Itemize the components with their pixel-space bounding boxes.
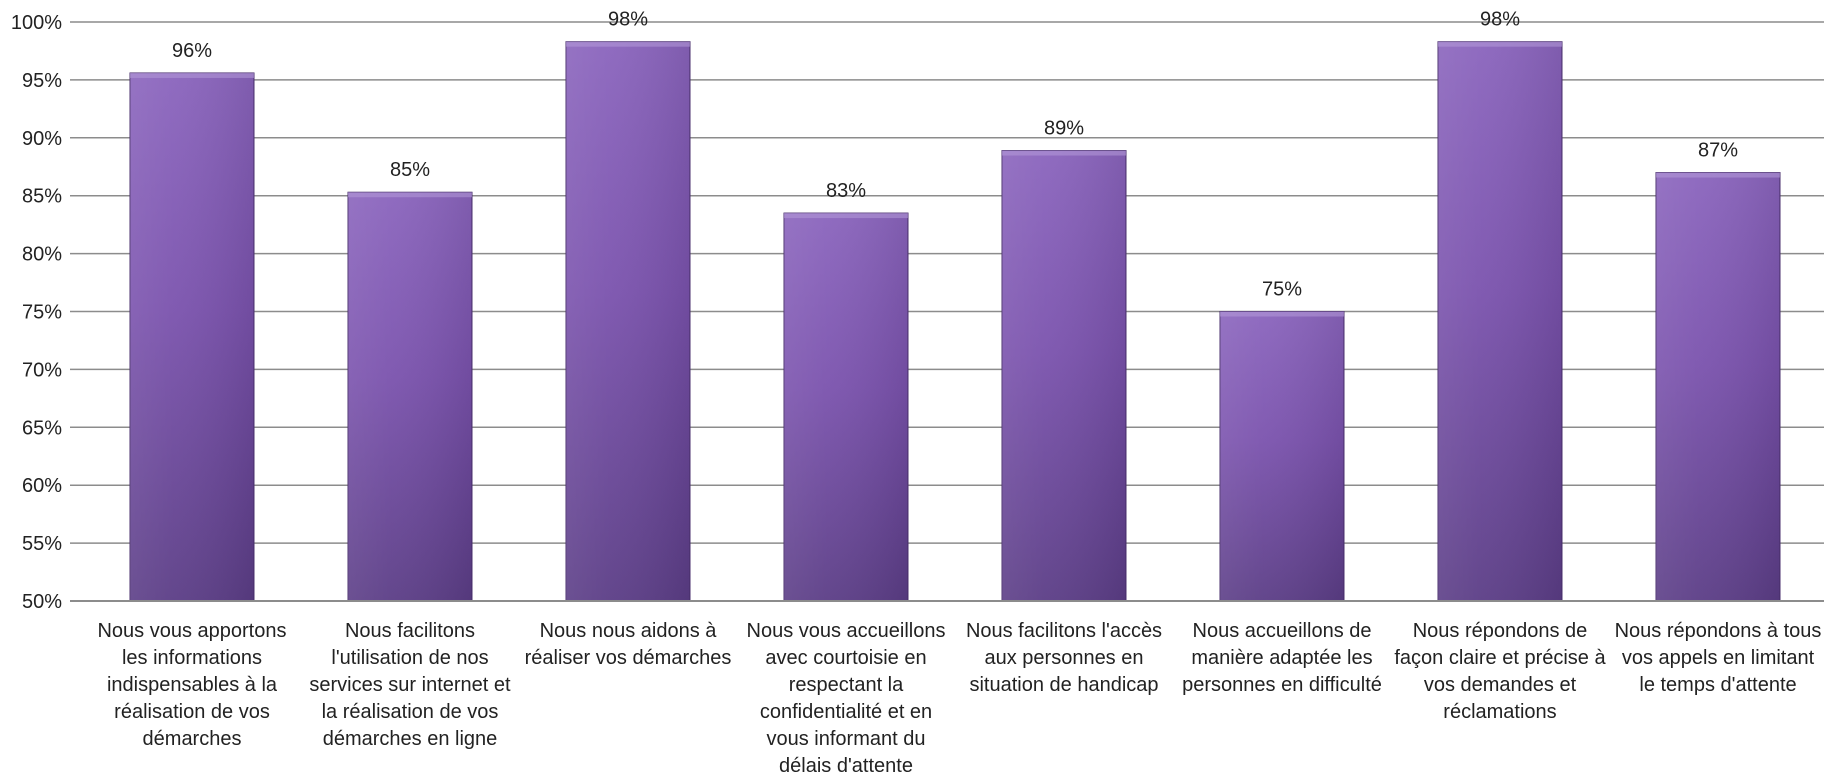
data-label: 98% — [608, 9, 648, 31]
y-axis-tick-labels: 50% 55% 60% 65% 70% 75% 80% 85% 90% 95% 100% — [11, 12, 62, 613]
x-axis-category-labels: Nous vous apportons les informations indis… — [97, 620, 1821, 776]
category-label: Nous accueillons de manière adaptée les pe… — [1182, 620, 1382, 696]
category-label-line: personnes en difficulté — [1182, 674, 1382, 696]
category-label-line: vos appels en limitant — [1622, 647, 1815, 669]
category-label-line: les informations — [122, 647, 262, 669]
y-tick-label: 90% — [22, 128, 62, 150]
category-label: Nous vous accueillons avec courtoisie en r… — [747, 620, 946, 776]
category-label: Nous facilitons l'accès aux personnes en s… — [966, 620, 1162, 696]
category-label-line: respectant la — [789, 674, 904, 696]
category-label-line: réclamations — [1443, 701, 1556, 723]
y-tick-label: 70% — [22, 359, 62, 381]
category-label-line: le temps d'attente — [1639, 674, 1796, 696]
category-label-line: démarches — [143, 728, 242, 750]
category-label-line: aux personnes en — [984, 647, 1143, 669]
category-label-line: réalisation de vos — [114, 701, 270, 723]
category-label-line: manière adaptée les — [1191, 647, 1372, 669]
category-label: Nous répondons à tous vos appels en limit… — [1615, 620, 1822, 696]
category-label: Nous nous aidons à réaliser vos démarches — [525, 620, 732, 669]
data-label: 98% — [1480, 9, 1520, 31]
y-tick-label: 80% — [22, 244, 62, 266]
y-tick-label: 65% — [22, 417, 62, 439]
bar — [1437, 41, 1563, 602]
bar-shine — [784, 213, 908, 601]
category-label-line: services sur internet et — [309, 674, 511, 696]
category-label-line: réaliser vos démarches — [525, 647, 732, 669]
bar-shine — [1220, 311, 1344, 601]
category-label-line: Nous facilitons l'accès — [966, 620, 1162, 642]
bars — [129, 41, 1781, 602]
bar-shine — [348, 192, 472, 601]
y-tick-label: 75% — [22, 302, 62, 324]
y-tick-label: 60% — [22, 475, 62, 497]
category-label-line: indispensables à la — [107, 674, 278, 696]
bar-top-bevel — [348, 192, 472, 198]
data-label: 89% — [1044, 118, 1084, 140]
data-label: 83% — [826, 180, 866, 202]
bar — [1219, 311, 1345, 602]
data-label: 75% — [1262, 279, 1302, 301]
category-label: Nous facilitons l'utilisation de nos servi… — [309, 620, 511, 750]
data-label: 87% — [1698, 140, 1738, 162]
bar-shine — [1656, 172, 1780, 602]
category-label-line: délais d'attente — [779, 755, 913, 776]
category-label-line: vous informant du — [767, 728, 926, 750]
y-tick-label: 85% — [22, 186, 62, 208]
bar-shine — [1002, 150, 1126, 601]
bar-top-bevel — [130, 72, 254, 78]
y-tick-label: 100% — [11, 12, 62, 34]
category-label-line: la réalisation de vos — [322, 701, 499, 723]
category-label-line: Nous répondons à tous — [1615, 620, 1822, 642]
bar — [565, 41, 691, 602]
bar-top-bevel — [1656, 172, 1780, 178]
data-label: 96% — [172, 40, 212, 62]
category-label-line: Nous nous aidons à — [540, 620, 718, 642]
bar-top-bevel — [784, 213, 908, 219]
y-tick-label: 55% — [22, 533, 62, 555]
category-label-line: avec courtoisie en — [765, 647, 926, 669]
category-label-line: façon claire et précise à — [1394, 647, 1606, 669]
bar-shine — [1438, 41, 1562, 602]
bar-top-bevel — [566, 41, 690, 47]
category-label-line: Nous vous accueillons — [747, 620, 946, 642]
category-label-line: confidentialité et en — [760, 701, 932, 723]
category-label-line: Nous facilitons — [345, 620, 475, 642]
bar-top-bevel — [1002, 150, 1126, 156]
category-label-line: Nous vous apportons — [97, 620, 286, 642]
bar — [347, 191, 473, 602]
category-label-line: Nous accueillons de — [1193, 620, 1372, 642]
bar-top-bevel — [1438, 41, 1562, 47]
bar-top-bevel — [1220, 311, 1344, 317]
category-label-line: vos demandes et — [1424, 674, 1577, 696]
category-label-line: situation de handicap — [969, 674, 1158, 696]
category-label: Nous répondons de façon claire et précise… — [1394, 620, 1606, 723]
bar — [783, 212, 909, 602]
y-tick-label: 95% — [22, 70, 62, 92]
y-tick-label: 50% — [22, 591, 62, 613]
data-labels: 96% 85% 98% 83% 89% 75% 98% 87% — [172, 9, 1738, 301]
category-label-line: l'utilisation de nos — [331, 647, 488, 669]
bar — [129, 72, 255, 602]
bar-shine — [130, 72, 254, 601]
bar — [1001, 150, 1127, 602]
category-label: Nous vous apportons les informations indis… — [97, 620, 286, 750]
category-label-line: démarches en ligne — [323, 728, 498, 750]
data-label: 85% — [390, 159, 430, 181]
bar-shine — [566, 41, 690, 602]
bar — [1655, 172, 1781, 602]
category-label-line: Nous répondons de — [1413, 620, 1588, 642]
